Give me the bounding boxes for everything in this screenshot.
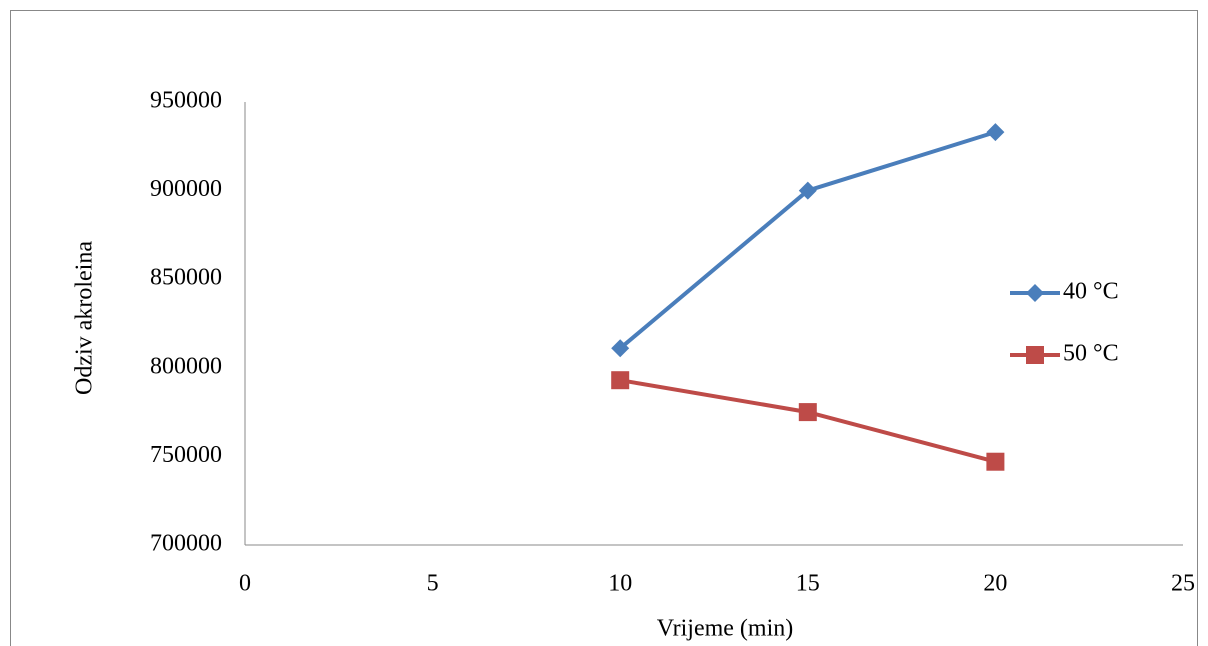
y-axis-title: Odziv akroleina: [72, 241, 98, 395]
y-tick-label: 950000: [150, 88, 222, 114]
marker: [611, 339, 630, 358]
marker: [986, 452, 1005, 471]
y-tick-label: 900000: [150, 176, 222, 202]
x-tick-label: 0: [239, 571, 251, 597]
y-tick-label: 750000: [150, 442, 222, 468]
marker: [798, 403, 817, 422]
x-tick-label: 15: [796, 571, 820, 597]
y-tick-label: 850000: [150, 265, 222, 291]
marker: [798, 181, 817, 200]
marker: [611, 371, 630, 390]
y-tick-label: 800000: [150, 353, 222, 379]
chart-frame: [10, 10, 1198, 646]
legend-label: 40 °C: [1063, 279, 1119, 305]
marker: [986, 123, 1005, 142]
x-tick-label: 20: [983, 571, 1007, 597]
legend-label: 50 °C: [1063, 341, 1119, 367]
x-tick-label: 10: [608, 571, 632, 597]
legend-marker: [1026, 346, 1044, 364]
y-tick-label: 700000: [150, 531, 222, 557]
x-tick-label: 5: [427, 571, 439, 597]
x-axis-title: Vrijeme (min): [657, 616, 794, 642]
legend-marker: [1026, 284, 1044, 302]
line: [618, 130, 996, 350]
x-tick-label: 25: [1171, 571, 1195, 597]
